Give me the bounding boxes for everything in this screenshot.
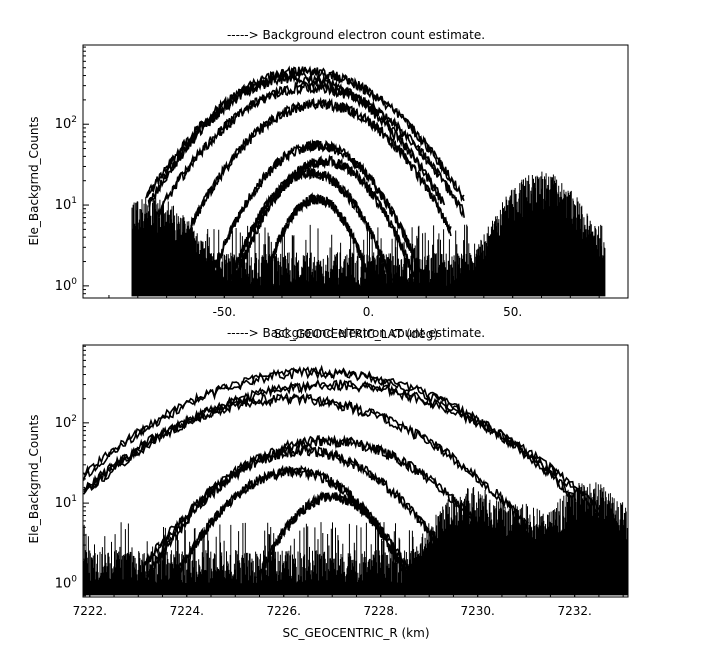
y-tick-label: 100 xyxy=(55,574,78,591)
y-axis-lat: 100 101 102 xyxy=(55,46,89,295)
y-tick-label: 100 xyxy=(55,277,78,294)
panel-lat: -----> Background electron count estimat… xyxy=(27,28,629,341)
x-tick-label: 7228. xyxy=(364,604,398,618)
x-axis-label-lat: SC_GEOCENTRIC_LAT (deg) xyxy=(274,327,438,341)
plot-frame-r xyxy=(82,344,629,598)
noise-floor-mark xyxy=(131,171,606,297)
x-tick-label: 7230. xyxy=(461,604,495,618)
y-axis-label-r: Ele_Backgrnd_Counts xyxy=(27,415,41,544)
x-tick-label: 7226. xyxy=(267,604,301,618)
x-axis-lat: -50. 0. 50. xyxy=(108,292,629,319)
y-tick-label: 101 xyxy=(55,494,77,511)
series-line-7 xyxy=(227,166,394,285)
series-line-2 xyxy=(147,70,446,208)
series-line-1 xyxy=(145,65,465,202)
plot-frame-lat xyxy=(82,44,629,299)
x-tick-label: 50. xyxy=(503,305,522,319)
y-tick-label: 102 xyxy=(55,115,77,132)
y-tick-label: 101 xyxy=(55,196,77,213)
chart-title-r: -----> Background electron count estimat… xyxy=(227,326,485,340)
series-line-7 xyxy=(255,490,410,584)
series-line-5 xyxy=(145,444,461,581)
x-tick-label: 0. xyxy=(363,305,374,319)
chart-title-lat: -----> Background electron count estimat… xyxy=(227,28,485,42)
x-tick-label: 7222. xyxy=(73,604,107,618)
y-axis-label-lat: Ele_Backgrnd_Counts xyxy=(27,117,41,246)
x-tick-label: 7232. xyxy=(557,604,591,618)
series-line-3 xyxy=(83,392,529,531)
x-tick-label: -50. xyxy=(213,305,236,319)
x-axis-label-r: SC_GEOCENTRIC_R (km) xyxy=(283,626,430,640)
series-line-5 xyxy=(211,138,422,275)
series-line-3 xyxy=(156,80,465,218)
series-line-4 xyxy=(187,96,452,237)
y-tick-label: 102 xyxy=(55,414,77,431)
plot-area-r xyxy=(82,364,629,596)
x-axis-r: 7222. 7224. 7226. 7228. 7230. 7232. xyxy=(73,591,624,618)
plot-area-lat xyxy=(131,65,606,297)
panel-r: -----> Background electron count estimat… xyxy=(27,326,629,640)
x-tick-label: 7224. xyxy=(170,604,204,618)
series-line-8 xyxy=(262,192,372,286)
